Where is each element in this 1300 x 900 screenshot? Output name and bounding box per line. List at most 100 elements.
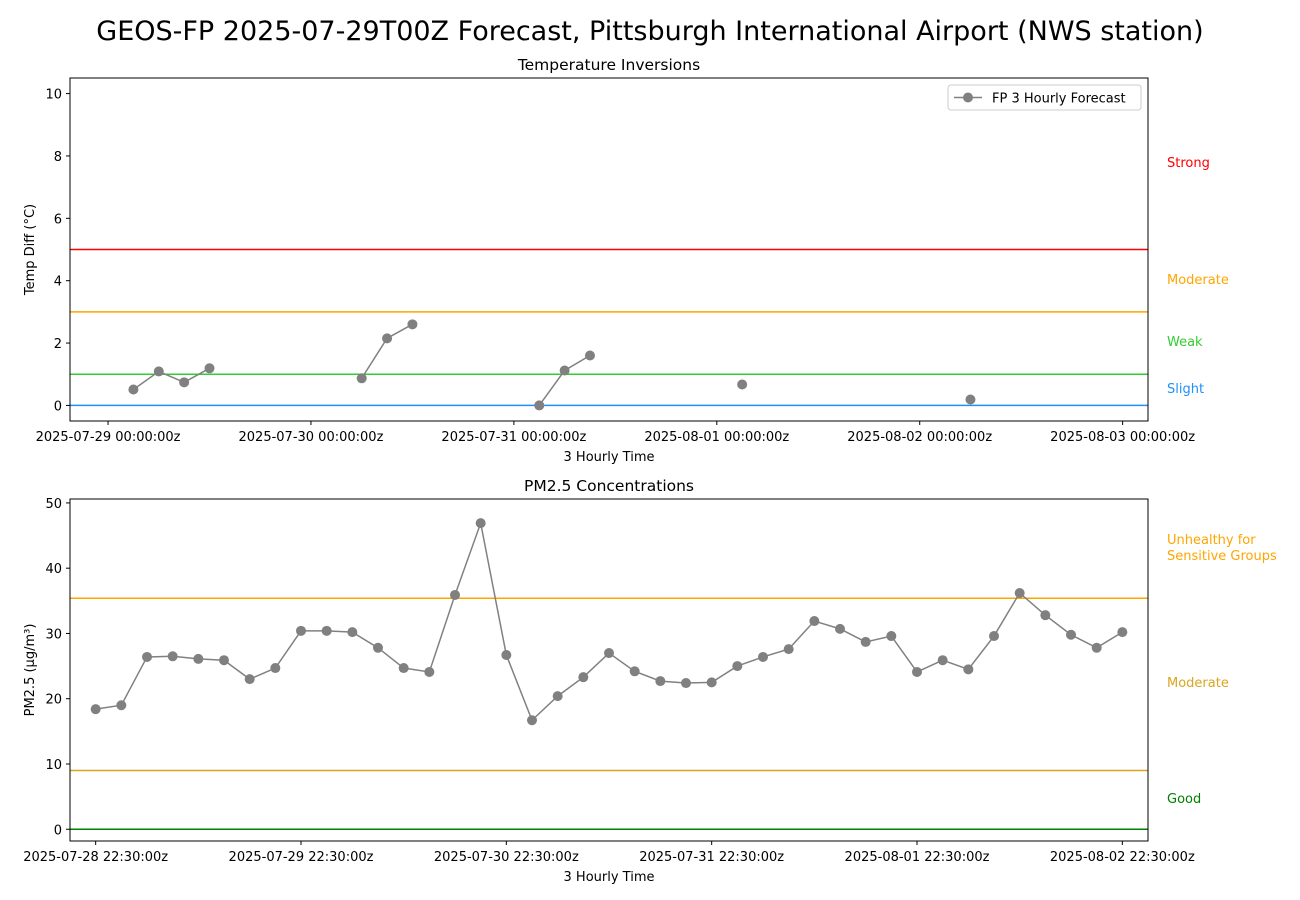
y-tick-label: 10 (45, 758, 62, 773)
data-point (681, 678, 691, 689)
threshold-label: Unhealthy for Sensitive Groups (1167, 532, 1277, 564)
data-point (356, 373, 367, 384)
data-point (552, 691, 563, 702)
data-point (153, 366, 164, 377)
data-point (193, 653, 204, 664)
data-point (578, 672, 589, 683)
x-tick-label: 2025-07-29 00:00:00z (36, 430, 181, 445)
plot-frame (69, 77, 1149, 422)
data-point (475, 518, 486, 529)
legend-marker (963, 92, 973, 103)
y-tick-label: 30 (45, 627, 62, 642)
data-point (937, 655, 948, 666)
data-point (347, 627, 358, 638)
data-point (783, 644, 794, 655)
data-point (989, 631, 999, 642)
data-point (270, 663, 281, 674)
data-point (527, 715, 537, 726)
threshold-label: Slight (1167, 381, 1205, 397)
x-axis-label: 3 Hourly Time (564, 450, 655, 465)
data-point (732, 661, 743, 672)
x-tick-label: 2025-08-02 22:30:00z (1050, 850, 1195, 865)
data-point (382, 333, 393, 344)
data-point (501, 649, 512, 660)
threshold-label: Weak (1167, 335, 1203, 351)
data-point (244, 674, 255, 685)
x-tick-label: 2025-08-03 00:00:00z (1050, 430, 1195, 445)
data-point (450, 589, 460, 600)
y-tick-label: 8 (54, 150, 62, 165)
x-tick-label: 2025-07-28 22:30:00z (23, 850, 168, 865)
data-point (629, 666, 640, 677)
data-point (167, 651, 178, 662)
data-point (407, 319, 418, 330)
data-point (296, 625, 306, 636)
data-point (604, 648, 614, 659)
data-point (90, 704, 101, 715)
x-tick-label: 2025-08-01 00:00:00z (644, 430, 789, 445)
data-point (204, 363, 215, 374)
data-point (1117, 627, 1128, 638)
data-point (128, 384, 139, 395)
y-axis-label: Temp Diff (°C) (23, 204, 38, 296)
threshold-label: Strong (1167, 155, 1210, 171)
data-point (655, 676, 666, 687)
y-tick-label: 0 (54, 399, 62, 414)
data-point (886, 631, 897, 642)
x-tick-label: 2025-07-29 22:30:00z (229, 850, 374, 865)
legend-box (947, 84, 1142, 111)
x-tick-label: 2025-08-02 00:00:00z (847, 430, 992, 445)
chart-title: PM2.5 Concentrations (524, 477, 694, 495)
data-point (860, 636, 871, 647)
data-point (1091, 642, 1102, 653)
legend-label: FP 3 Hourly Forecast (992, 92, 1126, 107)
x-axis-label: 3 Hourly Time (564, 870, 655, 885)
series-line (133, 324, 970, 405)
data-point (809, 616, 820, 627)
y-tick-label: 2 (54, 337, 62, 352)
plot-frame (69, 498, 1149, 842)
threshold-label: Moderate (1167, 272, 1229, 288)
y-tick-label: 10 (45, 88, 62, 103)
data-point (398, 663, 409, 674)
x-tick-label: 2025-07-31 22:30:00z (639, 850, 784, 865)
data-point (737, 379, 748, 390)
figure-title: GEOS-FP 2025-07-29T00Z Forecast, Pittsbu… (96, 16, 1203, 47)
data-point (584, 350, 595, 361)
threshold-label: Moderate (1167, 676, 1229, 692)
data-point (1066, 629, 1076, 640)
data-point (965, 394, 976, 405)
threshold-label: Good (1167, 791, 1202, 807)
data-point (1040, 610, 1051, 621)
y-tick-label: 50 (45, 497, 62, 512)
data-point (142, 651, 152, 662)
data-point (1014, 587, 1025, 598)
data-point (758, 651, 768, 662)
y-axis-label: PM2.5 (µg/m³) (23, 624, 38, 717)
x-tick-label: 2025-07-31 00:00:00z (441, 430, 586, 445)
chart-title: Temperature Inversions (517, 56, 700, 74)
y-tick-label: 20 (45, 693, 62, 708)
x-tick-label: 2025-08-01 22:30:00z (845, 850, 990, 865)
data-point (116, 700, 127, 711)
x-tick-label: 2025-07-30 22:30:00z (434, 850, 579, 865)
data-point (835, 623, 845, 634)
data-point (424, 666, 435, 677)
x-tick-label: 2025-07-30 00:00:00z (239, 430, 384, 445)
data-point (179, 377, 190, 388)
series-line (95, 520, 1123, 722)
data-point (963, 664, 974, 675)
data-point (321, 625, 332, 636)
data-point (219, 655, 229, 666)
data-point (912, 666, 922, 677)
y-tick-label: 6 (54, 212, 62, 227)
data-point (373, 642, 383, 653)
data-point (559, 365, 570, 376)
y-tick-label: 0 (54, 823, 62, 838)
data-point (706, 677, 717, 688)
y-tick-label: 40 (45, 562, 62, 577)
y-tick-label: 4 (54, 275, 62, 290)
data-point (534, 400, 545, 411)
